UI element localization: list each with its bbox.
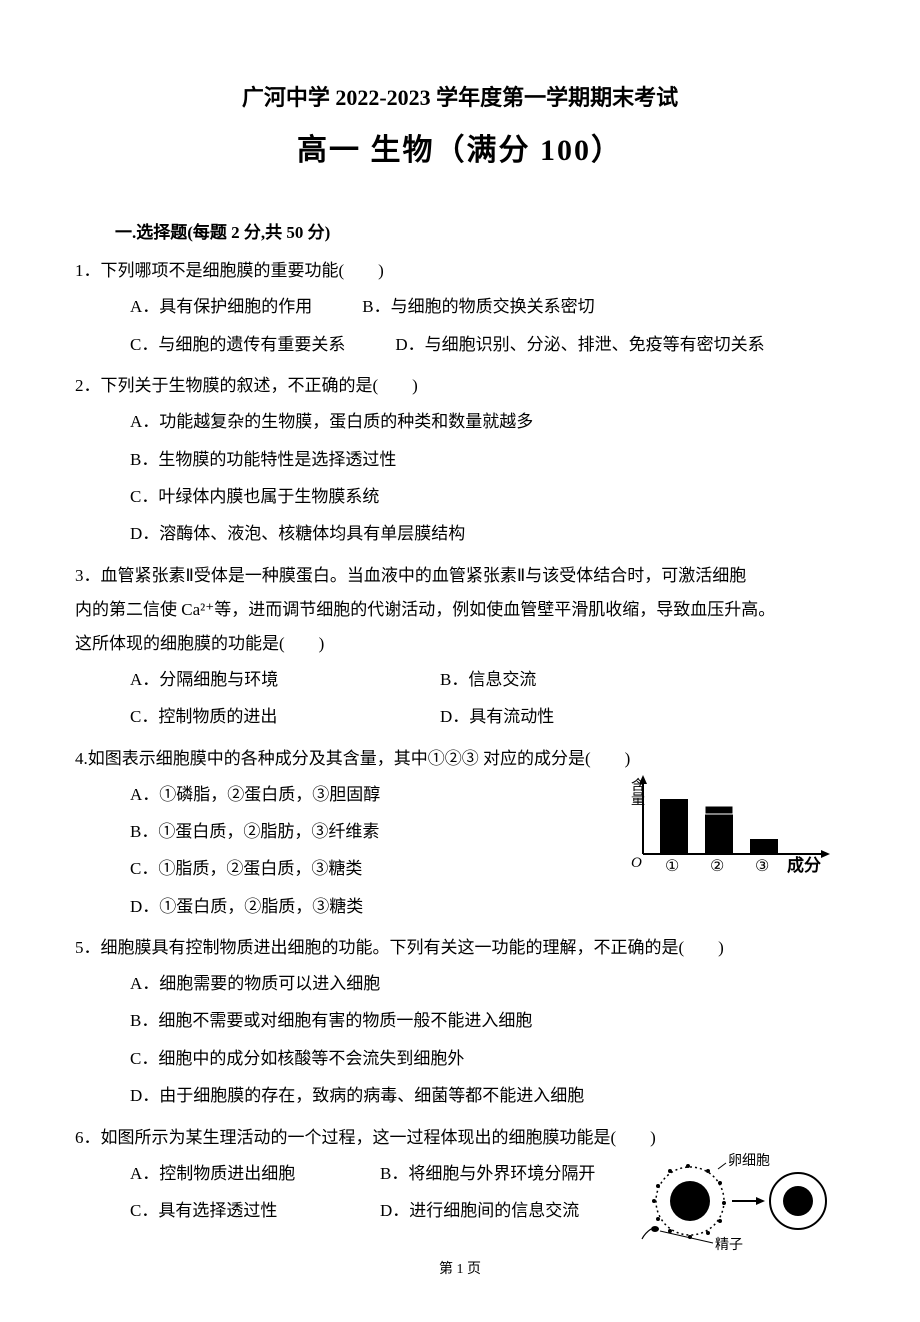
q1-options: A．具有保护细胞的作用 B．与细胞的物质交换关系密切 C．与细胞的遗传有重要关系…: [75, 288, 845, 363]
q2-opt-b: B．生物膜的功能特性是选择透过性: [130, 441, 845, 478]
q1-opt-c: C．与细胞的遗传有重要关系: [130, 326, 345, 363]
q3-options: A．分隔细胞与环境 B．信息交流 C．控制物质的进出 D．具有流动性: [75, 661, 845, 736]
q3-opt-d: D．具有流动性: [440, 698, 554, 735]
question-2: 2．下列关于生物膜的叙述，不正确的是( ) A．功能越复杂的生物膜，蛋白质的种类…: [75, 369, 845, 553]
chart-y-label-1: 含: [631, 778, 645, 794]
egg-label: 卵细胞: [728, 1153, 770, 1169]
q3-stem-l2: 内的第二信使 Ca²⁺等，进而调节细胞的代谢活动，例如使血管壁平滑肌收缩，导致血…: [75, 600, 775, 619]
q2-options: A．功能越复杂的生物膜，蛋白质的种类和数量就越多 B．生物膜的功能特性是选择透过…: [75, 403, 845, 553]
q3-opt-b: B．信息交流: [440, 661, 536, 698]
section-header: 一.选择题(每题 2 分,共 50 分): [75, 219, 845, 246]
q6-stem-text: 如图所示为某生理活动的一个过程，这一过程体现出的细胞膜功能是( ): [101, 1128, 656, 1147]
q4-opt-b: B．①蛋白质，②脂肪，③纤维素: [130, 813, 575, 850]
q2-stem: 2．下列关于生物膜的叙述，不正确的是( ): [75, 369, 845, 403]
q5-stem: 5．细胞膜具有控制物质进出细胞的功能。下列有关这一功能的理解，不正确的是( ): [75, 931, 845, 965]
q1-stem-text: 下列哪项不是细胞膜的重要功能( ): [101, 261, 384, 280]
q6-cell-diagram: 卵细胞 精子: [640, 1151, 835, 1251]
q3-opt-c: C．控制物质的进出: [130, 698, 390, 735]
q3-stem: 3．血管紧张素Ⅱ受体是一种膜蛋白。当血液中的血管紧张素Ⅱ与该受体结合时，可激活细…: [75, 559, 845, 661]
question-5: 5．细胞膜具有控制物质进出细胞的功能。下列有关这一功能的理解，不正确的是( ) …: [75, 931, 845, 1115]
q6-opt-b: B．将细胞与外界环境分隔开: [380, 1155, 595, 1192]
q4-opt-a: A．①磷脂，②蛋白质，③胆固醇: [130, 776, 575, 813]
q6-opt-d: D．进行细胞间的信息交流: [380, 1192, 579, 1229]
exam-header-line2: 高一 生物（满分 100）: [75, 127, 845, 175]
chart-y-label-2: 量: [631, 792, 645, 808]
q2-opt-c: C．叶绿体内膜也属于生物膜系统: [130, 478, 845, 515]
sperm-label: 精子: [715, 1237, 743, 1251]
q2-opt-a: A．功能越复杂的生物膜，蛋白质的种类和数量就越多: [130, 403, 845, 440]
q5-options: A．细胞需要的物质可以进入细胞 B．细胞不需要或对细胞有害的物质一般不能进入细胞…: [75, 965, 845, 1115]
question-1: 1．下列哪项不是细胞膜的重要功能( ) A．具有保护细胞的作用 B．与细胞的物质…: [75, 254, 845, 363]
exam-header-line1: 广河中学 2022-2023 学年度第一学期期末考试: [75, 80, 845, 115]
q5-stem-text: 细胞膜具有控制物质进出细胞的功能。下列有关这一功能的理解，不正确的是( ): [101, 938, 724, 957]
chart-origin: O: [631, 855, 642, 871]
q2-opt-d: D．溶酶体、液泡、核糖体均具有单层膜结构: [130, 515, 845, 552]
question-6: 6．如图所示为某生理活动的一个过程，这一过程体现出的细胞膜功能是( ) A．控制…: [75, 1121, 845, 1230]
q5-opt-c: C．细胞中的成分如核酸等不会流失到细胞外: [130, 1040, 845, 1077]
page-footer: 第 1 页: [75, 1259, 845, 1281]
chart-x-label-1: ①: [665, 858, 679, 875]
chart-bar-1: [660, 799, 688, 854]
q4-opt-d: D．①蛋白质，②脂质，③糖类: [130, 888, 575, 925]
chart-x-label-4: 成分: [787, 855, 821, 875]
q1-opt-a: A．具有保护细胞的作用: [130, 288, 312, 325]
q4-bar-chart: 含 量 O ① ② ③ 成分: [625, 772, 835, 877]
q5-opt-b: B．细胞不需要或对细胞有害的物质一般不能进入细胞: [130, 1002, 845, 1039]
q1-stem: 1．下列哪项不是细胞膜的重要功能( ): [75, 254, 845, 288]
q1-opt-b: B．与细胞的物质交换关系密切: [362, 288, 594, 325]
q5-opt-a: A．细胞需要的物质可以进入细胞: [130, 965, 845, 1002]
question-3: 3．血管紧张素Ⅱ受体是一种膜蛋白。当血液中的血管紧张素Ⅱ与该受体结合时，可激活细…: [75, 559, 845, 736]
q4-opt-c: C．①脂质，②蛋白质，③糖类: [130, 850, 575, 887]
q1-opt-d: D．与细胞识别、分泌、排泄、免疫等有密切关系: [395, 326, 764, 363]
q4-stem-text: 如图表示细胞膜中的各种成分及其含量，其中①②③ 对应的成分是( ): [88, 749, 631, 768]
q4-options: A．①磷脂，②蛋白质，③胆固醇 B．①蛋白质，②脂肪，③纤维素 C．①脂质，②蛋…: [75, 776, 575, 926]
chart-x-label-3: ③: [755, 858, 769, 875]
q6-stem: 6．如图所示为某生理活动的一个过程，这一过程体现出的细胞膜功能是( ): [75, 1121, 845, 1155]
chart-bar-3: [750, 839, 778, 854]
q4-stem: 4.如图表示细胞膜中的各种成分及其含量，其中①②③ 对应的成分是( ): [75, 742, 845, 776]
q5-opt-d: D．由于细胞膜的存在，致病的病毒、细菌等都不能进入细胞: [130, 1077, 845, 1114]
q3-opt-a: A．分隔细胞与环境: [130, 661, 390, 698]
chart-x-label-2: ②: [710, 858, 724, 875]
q6-opt-c: C．具有选择透过性: [130, 1192, 330, 1229]
q6-opt-a: A．控制物质进出细胞: [130, 1155, 330, 1192]
q3-stem-l3: 这所体现的细胞膜的功能是( ): [75, 634, 324, 653]
question-4: 4.如图表示细胞膜中的各种成分及其含量，其中①②③ 对应的成分是( ) A．①磷…: [75, 742, 845, 926]
q3-stem-l1: 血管紧张素Ⅱ受体是一种膜蛋白。当血液中的血管紧张素Ⅱ与该受体结合时，可激活细胞: [101, 566, 747, 585]
q2-stem-text: 下列关于生物膜的叙述，不正确的是( ): [101, 376, 418, 395]
